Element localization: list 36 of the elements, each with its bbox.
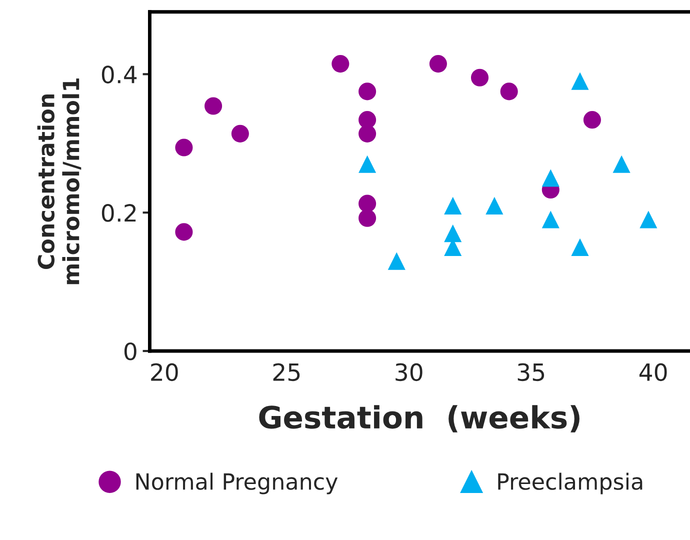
point (231, 124, 249, 142)
x-tick-label: 30 (396, 363, 422, 382)
y-tick-label: 0 (124, 342, 136, 360)
point (571, 238, 589, 256)
point (358, 209, 376, 227)
point (358, 194, 376, 212)
x-tick-label: 20 (151, 363, 178, 382)
point (388, 252, 406, 270)
point (358, 124, 376, 142)
point (486, 196, 504, 214)
legend-label: Normal Pregnancy (136, 472, 338, 494)
y-tick-label: 0.2 (102, 204, 136, 222)
x-tick-label: 25 (273, 363, 300, 382)
point (444, 224, 462, 242)
point (358, 82, 376, 100)
y-axis-title: Concentration micromol/mmol1 (37, 78, 82, 284)
point (429, 55, 447, 73)
x-tick-label: 35 (518, 363, 544, 382)
legend-label: Preeclampsia (498, 472, 642, 494)
point (175, 223, 193, 241)
point (470, 68, 489, 86)
point (500, 82, 518, 100)
point (542, 169, 560, 187)
point (640, 210, 658, 228)
point (444, 196, 462, 214)
point (542, 210, 560, 228)
x-axis-title: Gestation (weeks) (259, 405, 580, 432)
point (175, 138, 193, 156)
point (583, 111, 601, 129)
point (204, 97, 222, 115)
point (358, 155, 376, 173)
point (612, 155, 630, 173)
point (571, 72, 589, 90)
x-tick-label: 40 (639, 363, 667, 382)
point (332, 55, 350, 73)
y-tick-label: 0.4 (102, 66, 137, 84)
